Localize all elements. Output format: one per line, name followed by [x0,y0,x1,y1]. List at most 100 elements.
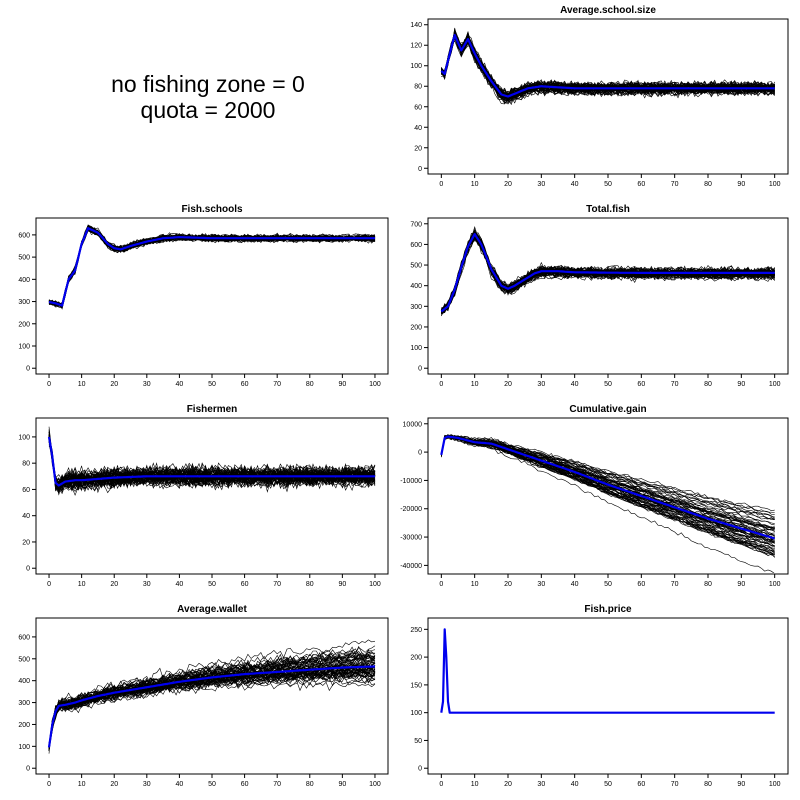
panel-title: Average.wallet [177,604,247,615]
x-tick-label: 10 [78,581,86,588]
panel-average-wallet: Average.wallet 0 10 20 30 40 50 60 70 80 90 100 0 100… [18,604,389,788]
y-tick-label: 700 [410,221,422,228]
x-tick-label: 100 [769,381,781,388]
ensemble-run [441,436,775,558]
ensemble-run [48,230,376,309]
x-tick-label: 10 [471,381,479,388]
panel-title: Fish.price [584,604,632,615]
y-tick-label: 150 [410,682,422,689]
plot-frame [427,617,789,775]
x-tick-label: 100 [769,581,781,588]
series-group [440,225,775,317]
x-tick-label: 60 [637,381,645,388]
x-tick-label: 20 [504,381,512,388]
panel-total-fish: Total.fish 0 10 20 30 40 50 60 70 80 90 100 0 100 200 3… [410,204,789,388]
plot-frame [427,18,789,175]
x-tick-label: 80 [306,581,314,588]
ensemble-run [48,680,376,744]
x-tick-label: 90 [338,581,346,588]
x-tick-label: 80 [704,781,712,788]
x-tick-label: 0 [439,781,443,788]
mean-series-line [48,227,375,307]
ensemble-run [48,224,376,308]
mean-series-line [440,233,775,313]
x-tick-label: 70 [273,781,281,788]
panel-title: Average.school.size [560,5,656,16]
ensemble-run [441,236,775,312]
mean-series-line [440,435,776,540]
ensemble-run [441,238,775,312]
x-tick-label: 20 [504,781,512,788]
x-tick-label: 30 [143,581,151,588]
panel-grid: Average.school.size 0 10 20 30 40 50 60 70 80 90 10… [18,5,789,788]
y-tick-label: 0 [418,450,422,457]
x-tick-label: 40 [176,581,184,588]
x-tick-label: 30 [537,181,545,188]
x-tick-label: 40 [571,781,579,788]
x-tick-label: 10 [471,781,479,788]
x-tick-label: 90 [338,781,346,788]
x-tick-label: 50 [604,181,612,188]
x-tick-label: 50 [604,781,612,788]
panel-fish-price: Fish.price 0 10 20 30 40 50 60 70 80 90 100 0 50 100 15… [410,604,789,788]
x-tick-label: 60 [637,581,645,588]
ensemble-run [48,675,376,747]
y-tick-label: 200 [410,655,422,662]
x-tick-label: 10 [471,181,479,188]
panel-fish-schools: Fish.schools 0 10 20 30 40 50 60 70 80 90 100 0 100 20… [18,204,389,388]
y-tick-label: 0 [418,766,422,773]
x-tick-label: 30 [537,381,545,388]
panel-cumulative-gain: Cumulative.gain 0 10 20 30 40 50 60 70 80 90 100 -40… [400,404,789,588]
y-tick-label: 500 [18,255,30,262]
y-tick-label: 10000 [403,421,423,428]
x-tick-label: 0 [439,181,443,188]
x-tick-label: 70 [671,781,679,788]
ensemble-run [441,434,775,520]
ensemble-run [441,435,775,536]
y-tick-label: 100 [18,744,30,751]
ensemble-run [48,645,376,752]
y-tick-label: 400 [410,283,422,290]
y-tick-label: 100 [410,63,422,70]
y-tick-label: 300 [410,304,422,311]
x-tick-label: 20 [110,381,118,388]
ensemble-run [441,36,775,102]
x-tick-label: 90 [737,581,745,588]
x-tick-label: 100 [769,781,781,788]
x-tick-label: 10 [78,781,86,788]
ensemble-run [48,437,376,483]
x-tick-label: 100 [369,381,381,388]
series-group [440,628,775,714]
panel-title: Cumulative.gain [569,404,646,415]
y-tick-label: 100 [410,710,422,717]
y-tick-label: 20 [414,145,422,152]
x-tick-label: 70 [273,581,281,588]
x-tick-label: 10 [78,381,86,388]
y-tick-label: 100 [18,344,30,351]
y-tick-label: 300 [18,299,30,306]
x-tick-label: 40 [176,381,184,388]
x-tick-label: 90 [737,381,745,388]
y-tick-label: 400 [18,678,30,685]
mean-series-line [440,628,775,714]
ensemble-run [48,440,376,487]
y-tick-label: 60 [414,104,422,111]
x-tick-label: 0 [439,381,443,388]
series-group [440,27,775,106]
x-tick-label: 100 [369,581,381,588]
y-tick-label: 200 [18,321,30,328]
y-tick-label: 600 [410,242,422,249]
y-tick-label: 100 [410,345,422,352]
x-tick-label: 30 [143,781,151,788]
x-tick-label: 60 [241,381,249,388]
ensemble-run [441,436,775,556]
panel-title: Fishermen [187,404,238,415]
y-tick-label: 100 [18,434,30,441]
x-tick-label: 20 [504,181,512,188]
y-tick-label: 600 [18,232,30,239]
y-tick-label: 80 [22,461,30,468]
y-tick-label: 0 [26,566,30,573]
ensemble-run [48,434,376,490]
x-tick-label: 0 [47,781,51,788]
